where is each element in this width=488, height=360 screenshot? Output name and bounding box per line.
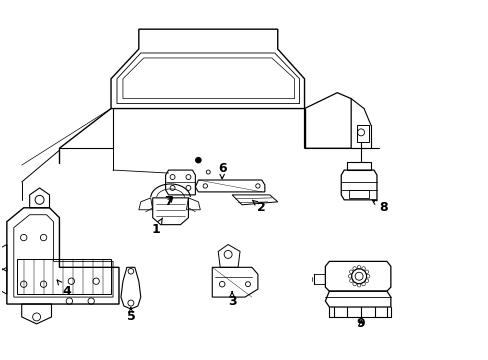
Text: 8: 8: [372, 200, 387, 214]
Text: 4: 4: [57, 280, 71, 298]
Text: 3: 3: [227, 292, 236, 307]
Text: 1: 1: [151, 218, 162, 236]
Circle shape: [195, 157, 201, 163]
Text: 7: 7: [164, 195, 173, 208]
Bar: [348, 190, 368, 198]
Text: 5: 5: [126, 307, 135, 323]
Text: 2: 2: [252, 200, 265, 214]
Text: 6: 6: [218, 162, 226, 179]
Text: 9: 9: [356, 318, 365, 330]
